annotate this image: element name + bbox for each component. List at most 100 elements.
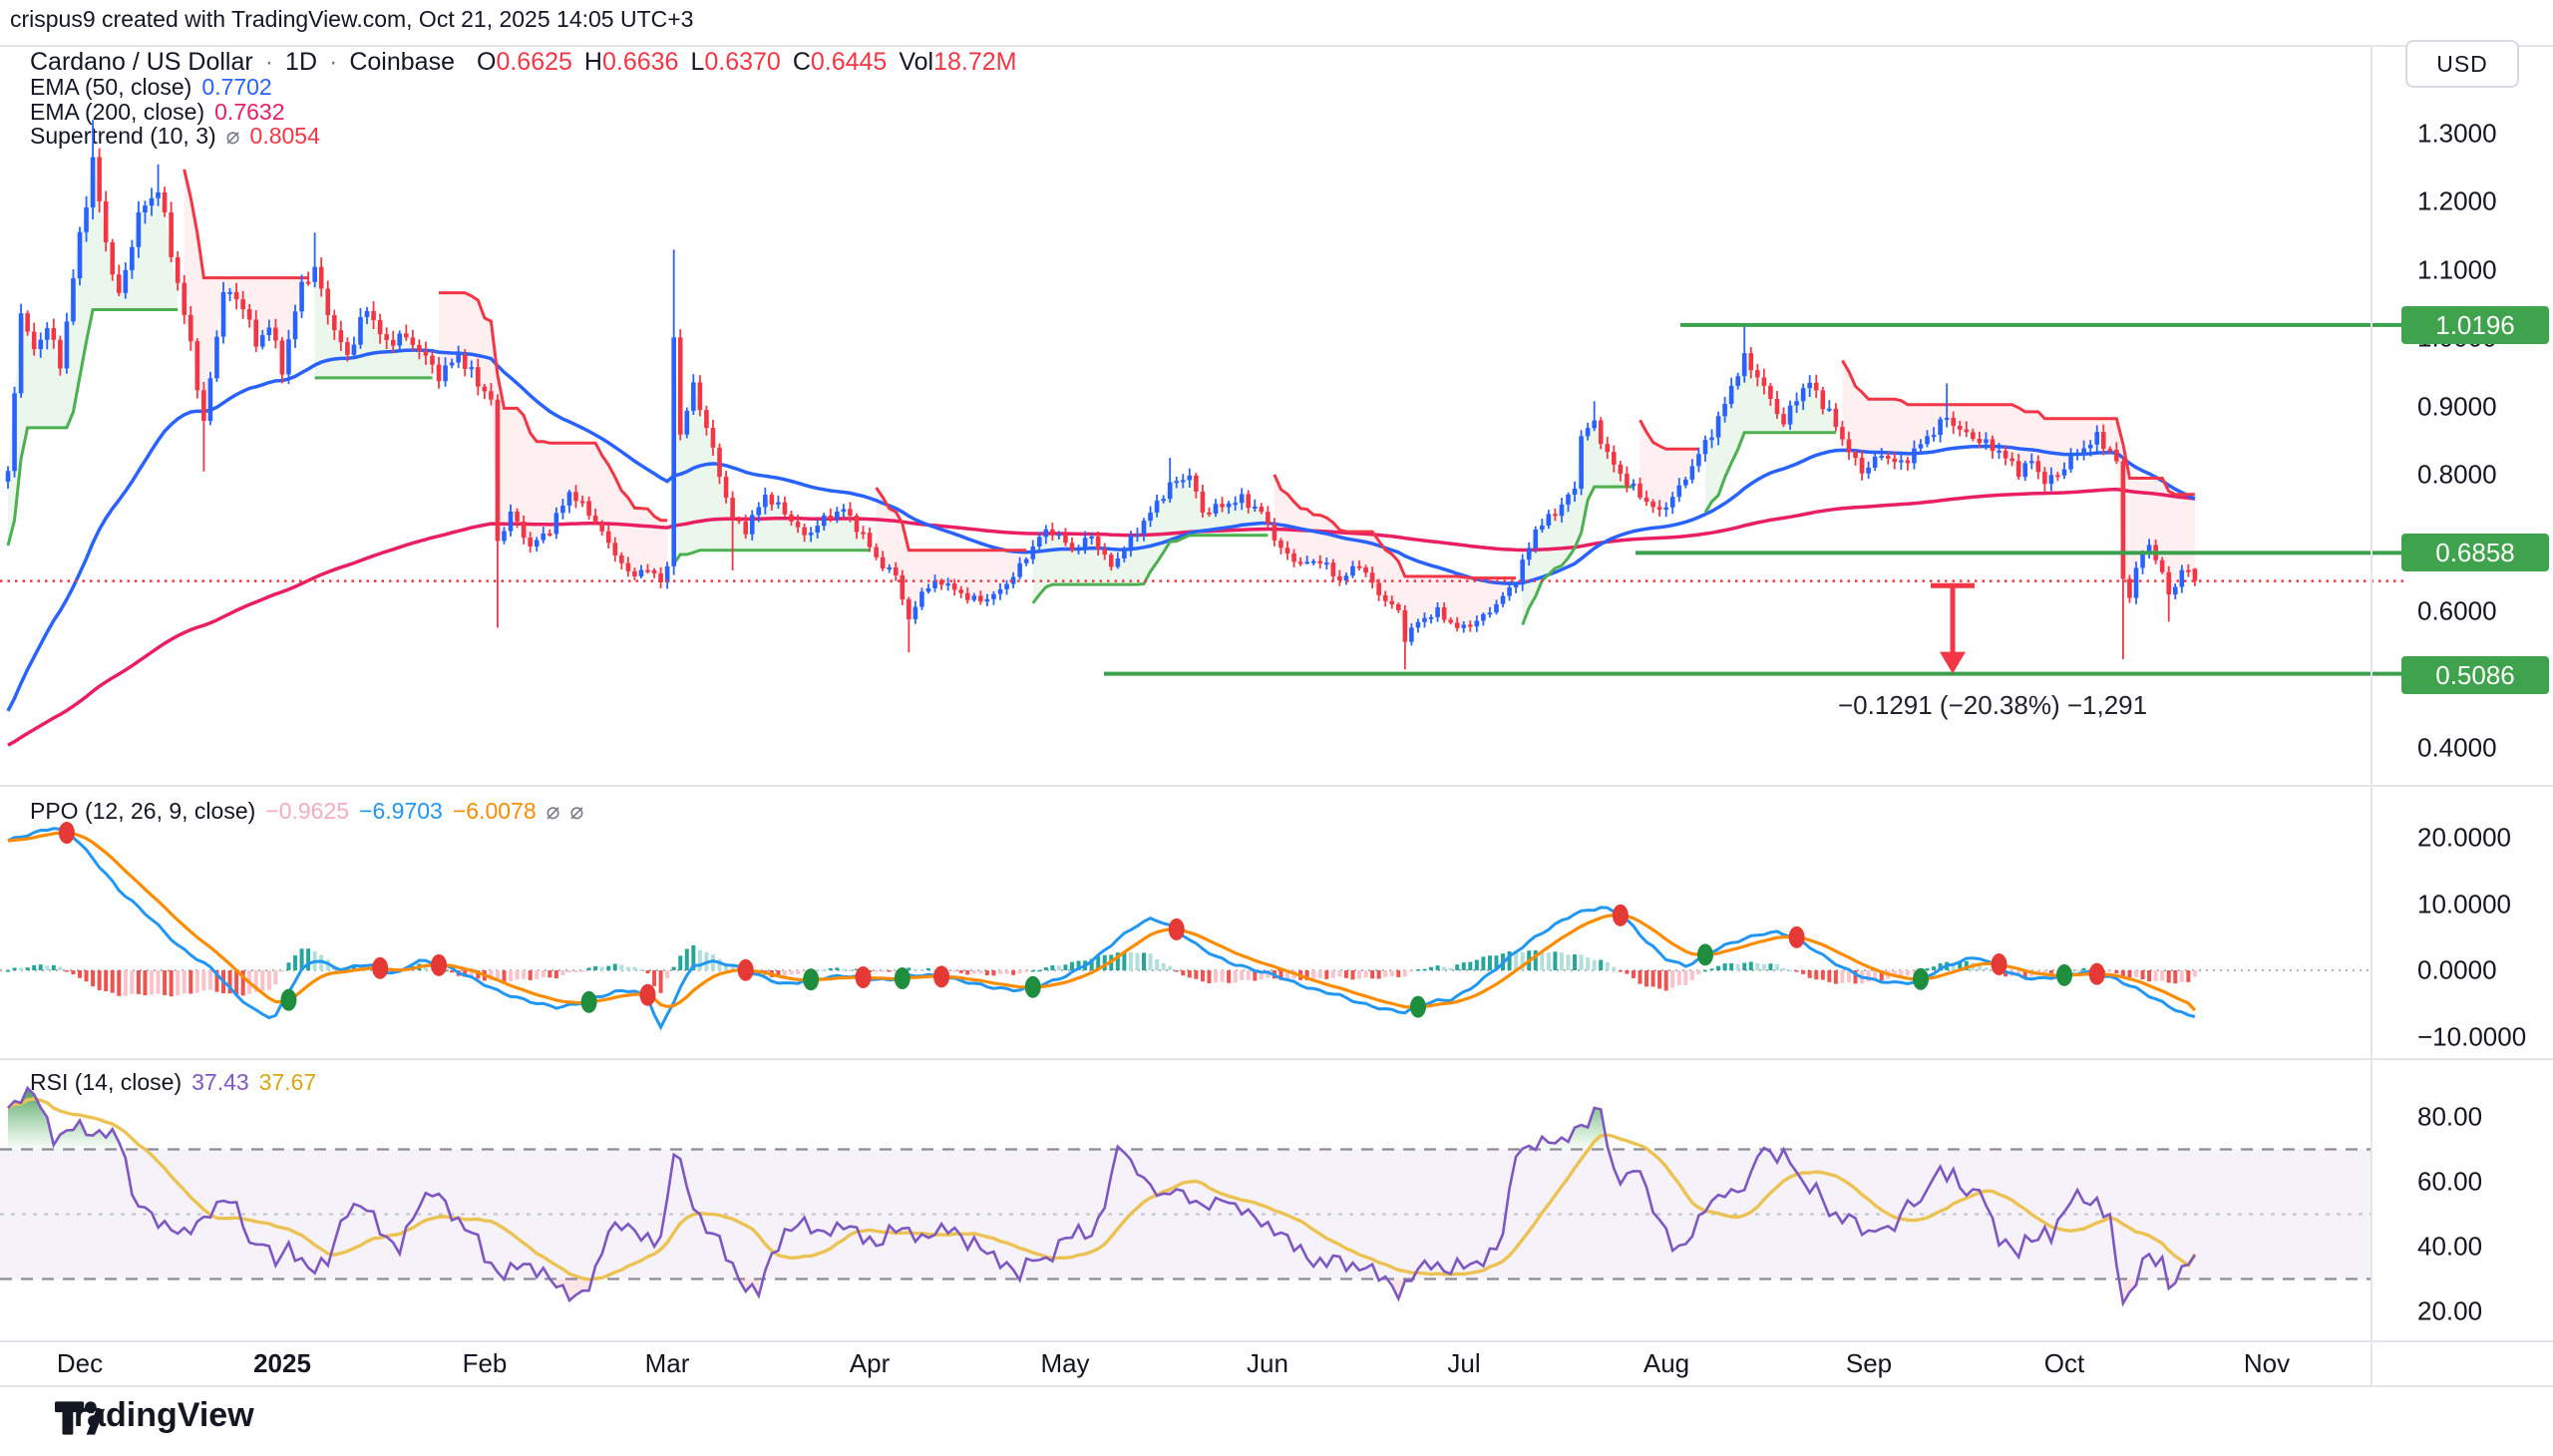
rsi-oversold-fill xyxy=(555,1278,589,1300)
supertrend-name[interactable]: Supertrend (10, 3) xyxy=(30,123,216,149)
time-tick-label[interactable]: Mar xyxy=(644,1348,690,1378)
candle-body xyxy=(1840,427,1845,440)
ema50-legend[interactable]: EMA (50, close) 0.7702 xyxy=(30,74,272,101)
time-tick-label[interactable]: Apr xyxy=(849,1348,891,1378)
currency-button[interactable]: USD xyxy=(2405,40,2519,88)
candle-body xyxy=(1813,382,1819,391)
candle-body xyxy=(31,331,37,350)
ppo-name[interactable]: PPO (12, 26, 9, close) xyxy=(30,798,256,824)
candle-body xyxy=(2048,475,2054,485)
ema200-legend[interactable]: EMA (200, close) 0.7632 xyxy=(30,99,285,126)
candle-body xyxy=(220,291,226,337)
ppo-histogram-bar xyxy=(776,970,781,978)
ppo-histogram-bar xyxy=(2048,970,2053,974)
time-tick-label[interactable]: Sep xyxy=(1845,1348,1893,1378)
ppo-bull-cross-dot xyxy=(1696,943,1713,966)
tradingview-logo[interactable]: TradingView xyxy=(55,1396,254,1435)
supertrend-bull-fill xyxy=(1032,475,1269,603)
ppo-histogram-bar xyxy=(796,970,801,974)
candle-body xyxy=(1023,558,1029,563)
time-tick-label[interactable]: Feb xyxy=(462,1348,508,1378)
candle-body xyxy=(1912,448,1917,464)
ppo-histogram-bar xyxy=(1507,950,1512,970)
candle-body xyxy=(332,315,337,331)
ppo-histogram-bar xyxy=(19,967,24,970)
time-tick-label[interactable]: May xyxy=(1040,1348,1090,1378)
ppo-bull-cross-dot xyxy=(894,967,911,990)
candle-body xyxy=(305,281,311,284)
ppo-histogram-bar xyxy=(1253,970,1258,981)
time-tick-label[interactable]: Nov xyxy=(2243,1348,2291,1378)
ppo-legend[interactable]: PPO (12, 26, 9, close) −0.9625 −6.9703 −… xyxy=(30,798,583,825)
ppo-histogram-bar xyxy=(260,970,265,991)
ppo-bull-cross-dot xyxy=(280,988,297,1011)
ppo-signal-value: −6.0078 xyxy=(452,798,537,824)
symbol-legend[interactable]: Cardano / US Dollar · 1D · Coinbase O0.6… xyxy=(30,48,1017,77)
ppo-histogram-bar xyxy=(1448,967,1453,970)
ppo-histogram-bar xyxy=(782,970,787,976)
candle-body xyxy=(2133,567,2139,598)
ppo-histogram-bar xyxy=(1350,970,1355,980)
legend-separator: · xyxy=(264,48,274,76)
candle-body xyxy=(182,282,187,315)
time-tick-label[interactable]: Jul xyxy=(1447,1348,1481,1378)
candle-body xyxy=(1702,440,1708,455)
candle-body xyxy=(925,587,931,592)
candle-body xyxy=(880,556,886,569)
candle-body xyxy=(1676,485,1682,498)
candle-body xyxy=(1343,575,1349,581)
ppo-histogram-bar xyxy=(25,967,30,970)
ppo-histogram-bar xyxy=(136,970,141,994)
candle-body xyxy=(1272,524,1277,541)
interval-label[interactable]: 1D xyxy=(285,48,318,76)
candle-body xyxy=(1278,540,1283,548)
candle-body xyxy=(1428,616,1434,619)
time-tick-label[interactable]: Aug xyxy=(1642,1348,1690,1378)
time-tick-label[interactable]: 2025 xyxy=(253,1348,311,1378)
ohlc-value: 0.6445 xyxy=(810,48,888,76)
candle-body xyxy=(1520,559,1525,585)
candle-body xyxy=(1774,398,1780,415)
ppo-histogram-bar xyxy=(665,970,670,978)
candle-body xyxy=(1566,494,1571,505)
candle-body xyxy=(1605,444,1611,453)
ppo-histogram-bar xyxy=(580,970,585,972)
candle-body xyxy=(1076,547,1081,550)
ppo-histogram-bar xyxy=(502,970,507,982)
ppo-histogram-bar xyxy=(91,970,96,987)
rsi-name[interactable]: RSI (14, close) xyxy=(30,1069,182,1095)
rsi-legend[interactable]: RSI (14, close) 37.43 37.67 xyxy=(30,1069,316,1096)
ppo-histogram-bar xyxy=(1761,963,1766,970)
measure-arrow[interactable] xyxy=(1931,582,1975,674)
candle-body xyxy=(1846,439,1852,453)
ppo-histogram-bar xyxy=(1984,967,1989,970)
ppo-bear-cross-dot xyxy=(855,965,872,988)
time-tick-label[interactable]: Jun xyxy=(1247,1348,1288,1378)
ema200-name[interactable]: EMA (200, close) xyxy=(30,99,205,125)
candle-body xyxy=(1643,497,1649,503)
rsi-ma-value: 37.67 xyxy=(258,1069,317,1095)
price-tick-label: 0.8000 xyxy=(2417,459,2497,490)
ppo-histogram-bar xyxy=(1579,954,1584,970)
candle-body xyxy=(2015,461,2021,478)
ppo-histogram-bar xyxy=(978,970,983,974)
exchange-label[interactable]: Coinbase xyxy=(349,48,455,76)
supertrend-legend[interactable]: Supertrend (10, 3) ⌀ 0.8054 xyxy=(30,123,320,150)
ppo-histogram-bar xyxy=(1925,967,1930,970)
time-tick-label[interactable]: Dec xyxy=(56,1348,104,1378)
ppo-histogram-bar xyxy=(1142,952,1147,970)
candle-body xyxy=(345,342,350,355)
candle-body xyxy=(417,344,422,351)
candle-body xyxy=(684,410,690,435)
ppo-histogram-bar xyxy=(123,970,128,996)
ppo-histogram-bar xyxy=(1964,960,1969,970)
ppo-bear-cross-dot xyxy=(933,965,950,988)
time-tick-label[interactable]: Oct xyxy=(2043,1348,2085,1378)
ppo-histogram-bar xyxy=(841,968,846,971)
ppo-histogram-bar xyxy=(156,970,161,994)
ema50-name[interactable]: EMA (50, close) xyxy=(30,74,192,100)
ppo-histogram-bar xyxy=(1389,970,1394,976)
candle-body xyxy=(253,319,259,347)
symbol-title[interactable]: Cardano / US Dollar xyxy=(30,48,253,76)
candle-body xyxy=(697,382,703,411)
